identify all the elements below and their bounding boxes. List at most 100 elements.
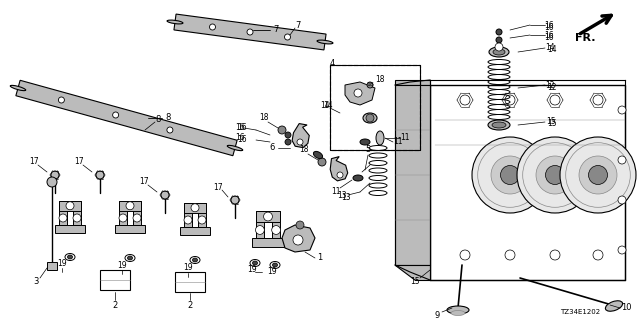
- Text: 11: 11: [393, 138, 403, 147]
- Circle shape: [460, 95, 470, 105]
- Bar: [115, 225, 145, 233]
- Circle shape: [296, 221, 304, 229]
- Circle shape: [119, 214, 127, 222]
- Text: 19: 19: [183, 263, 193, 273]
- Polygon shape: [282, 225, 315, 252]
- Text: 14: 14: [547, 45, 557, 54]
- Ellipse shape: [492, 122, 506, 128]
- Bar: [252, 238, 285, 246]
- Circle shape: [126, 202, 134, 210]
- Circle shape: [579, 156, 617, 194]
- Text: FR.: FR.: [575, 33, 595, 43]
- Circle shape: [618, 106, 626, 114]
- Circle shape: [618, 246, 626, 254]
- Text: 15: 15: [546, 117, 556, 126]
- Circle shape: [59, 214, 67, 222]
- Circle shape: [285, 132, 291, 138]
- Circle shape: [113, 112, 118, 118]
- Circle shape: [318, 158, 326, 166]
- Ellipse shape: [447, 306, 469, 314]
- Ellipse shape: [227, 145, 243, 151]
- Circle shape: [198, 216, 206, 224]
- Text: 9: 9: [435, 310, 440, 319]
- Bar: [256, 211, 264, 238]
- Text: 14: 14: [323, 101, 333, 110]
- Bar: [198, 203, 206, 227]
- Ellipse shape: [67, 255, 72, 259]
- Text: 12: 12: [545, 81, 555, 90]
- Circle shape: [505, 250, 515, 260]
- Circle shape: [133, 214, 141, 222]
- Circle shape: [272, 226, 280, 234]
- Ellipse shape: [167, 20, 183, 24]
- Circle shape: [366, 114, 374, 122]
- Text: 1: 1: [317, 253, 323, 262]
- Circle shape: [536, 156, 574, 194]
- Polygon shape: [345, 82, 375, 105]
- Circle shape: [231, 196, 239, 204]
- Bar: [55, 225, 85, 233]
- Text: 2: 2: [188, 300, 193, 309]
- Text: 18: 18: [366, 83, 374, 87]
- Circle shape: [496, 29, 502, 35]
- Circle shape: [495, 43, 503, 51]
- Ellipse shape: [360, 139, 370, 145]
- Text: 14: 14: [320, 100, 330, 109]
- Text: 16: 16: [544, 20, 554, 29]
- Circle shape: [58, 97, 65, 103]
- Text: 11: 11: [400, 133, 410, 142]
- Bar: [330, 65, 420, 150]
- Circle shape: [161, 191, 169, 199]
- Bar: [330, 65, 420, 150]
- Bar: [184, 203, 206, 213]
- Text: 10: 10: [621, 303, 631, 313]
- Circle shape: [460, 250, 470, 260]
- Text: 17: 17: [213, 182, 223, 191]
- Ellipse shape: [605, 301, 623, 311]
- Text: 19: 19: [57, 259, 67, 268]
- Text: 6: 6: [269, 143, 275, 153]
- Circle shape: [47, 177, 57, 187]
- Circle shape: [496, 37, 502, 43]
- Polygon shape: [292, 124, 309, 148]
- Ellipse shape: [250, 260, 260, 267]
- Circle shape: [337, 172, 343, 178]
- Circle shape: [297, 139, 303, 145]
- Text: 19: 19: [247, 266, 257, 275]
- Text: 7: 7: [295, 21, 301, 30]
- Circle shape: [472, 137, 548, 213]
- Text: 12: 12: [547, 84, 557, 92]
- Circle shape: [491, 156, 529, 194]
- Text: 13: 13: [341, 193, 351, 202]
- Ellipse shape: [65, 253, 75, 260]
- Ellipse shape: [253, 261, 257, 265]
- Circle shape: [264, 212, 273, 221]
- Text: 15: 15: [547, 119, 557, 129]
- Circle shape: [278, 126, 286, 134]
- Text: 2: 2: [113, 300, 118, 309]
- Circle shape: [593, 250, 603, 260]
- Text: 19: 19: [117, 260, 127, 269]
- Bar: [59, 201, 67, 225]
- Ellipse shape: [273, 263, 278, 267]
- Ellipse shape: [190, 257, 200, 263]
- Bar: [59, 201, 81, 211]
- Polygon shape: [330, 156, 348, 181]
- Bar: [271, 211, 280, 238]
- Ellipse shape: [314, 151, 323, 159]
- Bar: [74, 201, 81, 225]
- Bar: [256, 211, 280, 222]
- Text: 17: 17: [74, 157, 84, 166]
- Ellipse shape: [493, 49, 505, 55]
- Circle shape: [354, 89, 362, 97]
- Polygon shape: [395, 80, 430, 85]
- Ellipse shape: [125, 254, 135, 261]
- Circle shape: [545, 165, 564, 185]
- Circle shape: [209, 24, 216, 30]
- Bar: [175, 272, 205, 292]
- Bar: [119, 201, 127, 225]
- Circle shape: [167, 127, 173, 133]
- Circle shape: [51, 171, 59, 179]
- Bar: [47, 262, 57, 270]
- Circle shape: [517, 137, 593, 213]
